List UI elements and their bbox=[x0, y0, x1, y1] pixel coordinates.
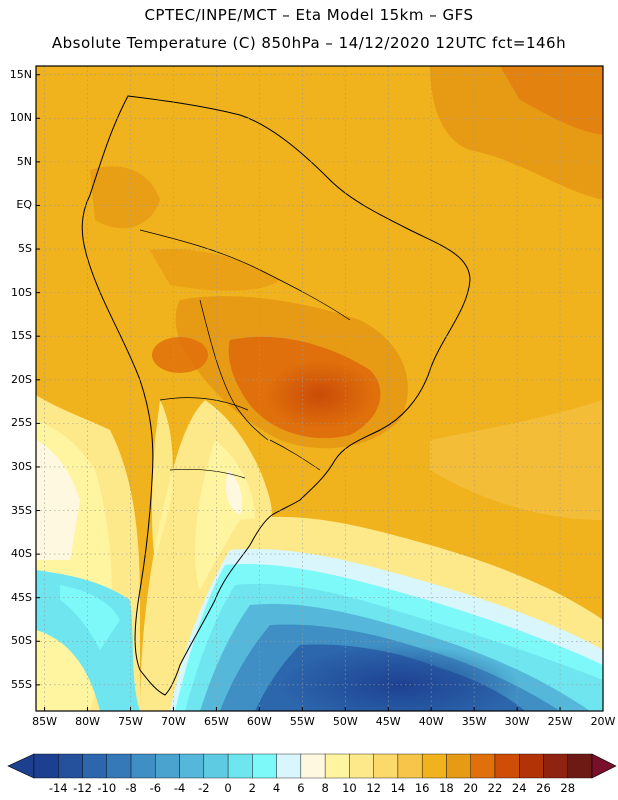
lat-tick-label: 5S bbox=[18, 242, 32, 256]
lat-tick-label: 10S bbox=[11, 285, 32, 299]
temperature-field bbox=[36, 66, 603, 711]
chart-title-line1: CPTEC/INPE/MCT – Eta Model 15km – GFS bbox=[144, 6, 474, 24]
lon-tick-label: 45W bbox=[375, 715, 401, 728]
colorbar-label: -4 bbox=[173, 781, 186, 795]
lat-tick-label: 50S bbox=[11, 634, 32, 648]
plot-frame bbox=[35, 65, 604, 712]
lon-tick-label: 75W bbox=[118, 715, 143, 728]
colorbar-swatch bbox=[397, 753, 423, 779]
lat-tick-label: 30S bbox=[11, 459, 32, 473]
colorbar-swatch bbox=[227, 753, 253, 779]
lat-tick-label: 15S bbox=[11, 329, 32, 343]
colorbar-swatch bbox=[421, 753, 447, 779]
colorbar-label: -6 bbox=[149, 781, 162, 795]
colorbar-swatch bbox=[106, 753, 132, 779]
colorbar-low-arrow bbox=[7, 753, 35, 779]
colorbar-label: 0 bbox=[224, 781, 232, 795]
lat-tick-label: 40S bbox=[11, 547, 32, 561]
colorbar-label: -10 bbox=[97, 781, 117, 795]
lat-tick-label: EQ bbox=[16, 198, 32, 212]
lon-tick-label: 70W bbox=[161, 715, 186, 728]
lon-tick-label: 20W bbox=[590, 715, 616, 728]
colorbar-swatch bbox=[252, 753, 277, 779]
lat-tick-label: 45S bbox=[11, 590, 32, 604]
colorbar-swatch bbox=[324, 753, 350, 779]
country-borders bbox=[139, 229, 351, 479]
colorbar-swatch bbox=[33, 753, 59, 779]
colorbar-swatch bbox=[373, 753, 399, 779]
colorbar-label: 28 bbox=[560, 781, 576, 795]
colorbar-label: 6 bbox=[297, 781, 305, 795]
colorbar-swatch bbox=[179, 753, 205, 779]
colorbar-swatch bbox=[82, 753, 107, 779]
lon-tick-label: 25W bbox=[547, 715, 573, 728]
colorbar-swatch bbox=[494, 753, 520, 779]
lon-tick-label: 40W bbox=[418, 715, 444, 728]
colorbar bbox=[7, 753, 617, 779]
colorbar-label: 8 bbox=[321, 781, 329, 795]
lat-tick-label: 25S bbox=[11, 416, 32, 430]
graticule bbox=[36, 66, 604, 711]
colorbar-label: 16 bbox=[414, 781, 430, 795]
colorbar-label: 22 bbox=[487, 781, 503, 795]
colorbar-swatch bbox=[276, 753, 302, 779]
colorbar-label: 10 bbox=[342, 781, 357, 795]
lon-tick-label: 85W bbox=[32, 715, 58, 728]
colorbar-swatch bbox=[155, 753, 180, 779]
colorbar-label: -2 bbox=[198, 781, 210, 795]
colorbar-swatch bbox=[519, 753, 544, 779]
colorbar-label: 4 bbox=[272, 781, 281, 795]
colorbar-label: 26 bbox=[536, 781, 551, 795]
colorbar-swatch bbox=[349, 753, 374, 779]
chart-title-line2: Absolute Temperature (C) 850hPa – 14/12/… bbox=[51, 34, 567, 52]
colorbar-label: -8 bbox=[125, 781, 137, 795]
lat-tick-label: 20S bbox=[11, 372, 32, 386]
lat-tick-label: 10N bbox=[9, 111, 32, 125]
colorbar-swatch bbox=[130, 753, 156, 779]
colorbar-label: 12 bbox=[366, 781, 381, 795]
lon-tick-label: 60W bbox=[246, 715, 272, 728]
colorbar-label: -12 bbox=[73, 781, 92, 795]
lon-tick-label: 50W bbox=[332, 715, 358, 728]
colorbar-swatch bbox=[470, 753, 496, 779]
lon-tick-label: 30W bbox=[504, 715, 530, 728]
lon-tick-label: 35W bbox=[461, 715, 487, 728]
colorbar-swatch bbox=[203, 753, 229, 779]
colorbar-label: 2 bbox=[248, 781, 256, 795]
colorbar-label: 24 bbox=[511, 781, 527, 795]
lat-tick-label: 55S bbox=[11, 677, 32, 691]
colorbar-swatch bbox=[543, 753, 568, 779]
colorbar-high-arrow bbox=[591, 753, 617, 779]
lon-tick-label: 55W bbox=[289, 715, 315, 728]
lon-tick-label: 65W bbox=[203, 715, 229, 728]
lat-tick-label: 15N bbox=[9, 67, 32, 81]
colorbar-label: -14 bbox=[48, 781, 68, 795]
colorbar-swatch bbox=[567, 753, 593, 779]
colorbar-label: 14 bbox=[390, 781, 406, 795]
lon-tick-label: 80W bbox=[75, 715, 100, 728]
colorbar-swatch bbox=[58, 753, 83, 779]
colorbar-label: 20 bbox=[463, 781, 478, 795]
lat-tick-label: 5N bbox=[16, 154, 32, 168]
axis-ticks bbox=[36, 74, 604, 711]
colorbar-label: 18 bbox=[439, 781, 454, 795]
colorbar-swatch bbox=[300, 753, 326, 779]
colorbar-swatch bbox=[446, 753, 471, 779]
lat-tick-label: 35S bbox=[11, 503, 32, 517]
